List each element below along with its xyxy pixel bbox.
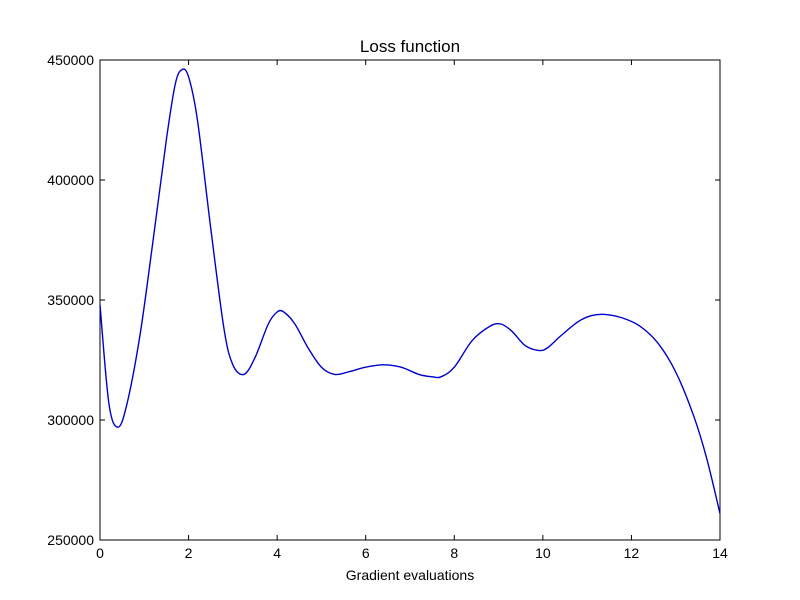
x-tick-label: 12 — [624, 545, 640, 561]
x-axis-label: Gradient evaluations — [346, 567, 474, 583]
x-tick-label: 14 — [712, 545, 728, 561]
loss-series-line — [99, 68, 721, 514]
x-tick-label: 6 — [362, 545, 370, 561]
y-tick-label: 300000 — [47, 412, 94, 428]
x-tick-label: 0 — [96, 545, 104, 561]
x-tick-label: 4 — [273, 545, 281, 561]
chart-title: Loss function — [360, 37, 460, 56]
x-tick-label: 10 — [535, 545, 551, 561]
y-tick-label: 400000 — [47, 172, 94, 188]
y-tick-label: 250000 — [47, 532, 94, 548]
y-tick-label: 450000 — [47, 52, 94, 68]
x-tick-label: 2 — [185, 545, 193, 561]
y-tick-label: 350000 — [47, 292, 94, 308]
plot-area-frame — [99, 59, 721, 541]
x-tick-label: 8 — [450, 545, 458, 561]
